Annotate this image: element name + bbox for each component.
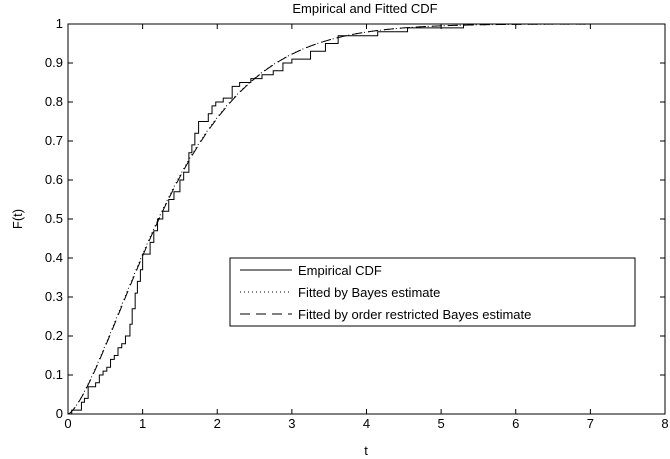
- x-tick-label: 1: [139, 416, 146, 431]
- legend-label-order-restricted: Fitted by order restricted Bayes estimat…: [298, 307, 531, 322]
- y-tick-label: 0.2: [45, 328, 63, 343]
- y-axis-ticks: 0 0.1 0.2 0.3 0.4 0.5 0.6 0.7 0.8 0.9 1: [45, 16, 665, 421]
- y-tick-label: 0.5: [45, 211, 63, 226]
- y-tick-label: 0: [56, 406, 63, 421]
- y-axis-title: F(t): [10, 209, 25, 229]
- x-tick-label: 4: [363, 416, 370, 431]
- series-layer: [67, 23, 665, 415]
- x-axis-title: t: [364, 443, 368, 458]
- legend-label-bayes: Fitted by Bayes estimate: [298, 285, 440, 300]
- y-tick-label: 0.6: [45, 172, 63, 187]
- y-tick-label: 0.1: [45, 367, 63, 382]
- y-tick-label: 0.8: [45, 94, 63, 109]
- legend-box: [229, 257, 636, 327]
- x-axis-ticks: 0 1 2 3 4 5 6 7 8: [64, 24, 669, 431]
- x-tick-label: 8: [661, 416, 668, 431]
- x-tick-label: 6: [512, 416, 519, 431]
- legend-label-empirical: Empirical CDF: [298, 263, 382, 278]
- x-tick-label: 3: [288, 416, 295, 431]
- series-line-empirical: [68, 23, 665, 415]
- y-tick-label: 1: [56, 16, 63, 31]
- legend: Empirical CDF Fitted by Bayes estimate F…: [229, 257, 636, 327]
- plot-frame: [67, 23, 666, 415]
- y-tick-label: 0.7: [45, 133, 63, 148]
- x-tick-label: 0: [64, 416, 71, 431]
- x-tick-label: 7: [587, 416, 594, 431]
- x-tick-label: 2: [214, 416, 221, 431]
- y-tick-label: 0.3: [45, 289, 63, 304]
- x-tick-label: 5: [438, 416, 445, 431]
- y-tick-label: 0.4: [45, 250, 63, 265]
- y-tick-label: 0.9: [45, 55, 63, 70]
- chart-title: Empirical and Fitted CDF: [292, 1, 437, 16]
